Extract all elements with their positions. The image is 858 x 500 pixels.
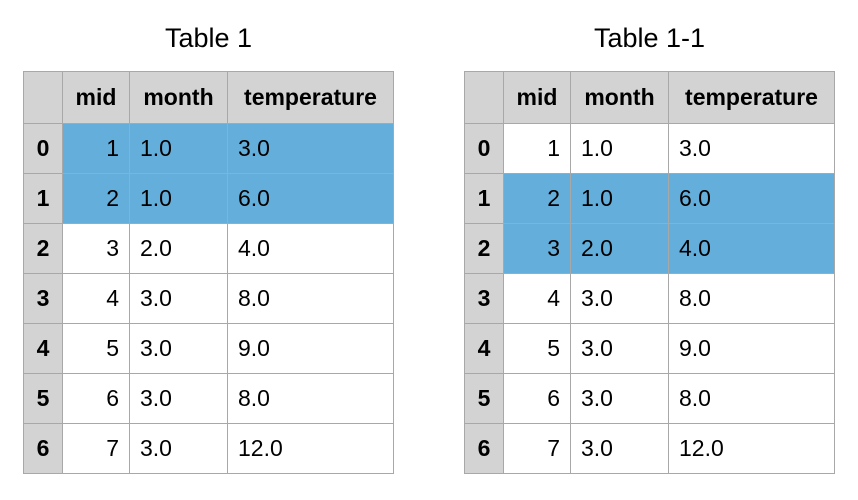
mid-cell: 2 [503, 173, 571, 224]
temperature-cell: 9.0 [668, 323, 835, 374]
table-row: 2 3 2.0 4.0 [464, 223, 835, 274]
row-index-cell: 1 [23, 173, 63, 224]
mid-cell: 7 [503, 423, 571, 474]
row-index-cell: 2 [23, 223, 63, 274]
temperature-cell: 12.0 [668, 423, 835, 474]
month-cell: 3.0 [570, 423, 669, 474]
mid-cell: 5 [62, 323, 130, 374]
mid-cell: 6 [503, 373, 571, 424]
month-cell: 1.0 [570, 123, 669, 174]
table-row: 6 7 3.0 12.0 [464, 423, 835, 474]
row-index-cell: 2 [464, 223, 504, 274]
month-cell: 2.0 [570, 223, 669, 274]
header-row: mid month temperature [23, 71, 394, 124]
month-cell: 3.0 [129, 323, 228, 374]
column-header-temperature: temperature [227, 71, 394, 124]
corner-cell [23, 71, 63, 124]
temperature-cell: 8.0 [227, 373, 394, 424]
temperature-cell: 12.0 [227, 423, 394, 474]
mid-cell: 4 [62, 273, 130, 324]
row-index-cell: 4 [23, 323, 63, 374]
table-row: 3 4 3.0 8.0 [23, 273, 394, 324]
row-index-cell: 0 [23, 123, 63, 174]
temperature-cell: 8.0 [227, 273, 394, 324]
row-index-cell: 5 [464, 373, 504, 424]
month-cell: 2.0 [129, 223, 228, 274]
mid-cell: 5 [503, 323, 571, 374]
table-row: 4 5 3.0 9.0 [464, 323, 835, 374]
row-index-cell: 0 [464, 123, 504, 174]
mid-cell: 4 [503, 273, 571, 324]
corner-cell [464, 71, 504, 124]
column-header-mid: mid [62, 71, 130, 124]
mid-cell: 3 [62, 223, 130, 274]
mid-cell: 7 [62, 423, 130, 474]
temperature-cell: 6.0 [668, 173, 835, 224]
data-table: mid month temperature 0 1 1.0 3.0 1 2 1.0 6.0 2 3… [464, 71, 835, 474]
row-index-cell: 6 [23, 423, 63, 474]
table-panel-right: Table 1-1 mid month temperature 0 1 1.0 3.0… [464, 0, 835, 500]
table-row: 6 7 3.0 12.0 [23, 423, 394, 474]
column-header-month: month [570, 71, 669, 124]
table-title: Table 1 [164, 23, 253, 53]
month-cell: 1.0 [570, 173, 669, 224]
temperature-cell: 9.0 [227, 323, 394, 374]
row-index-cell: 4 [464, 323, 504, 374]
table-row: 5 6 3.0 8.0 [464, 373, 835, 424]
table-row: 2 3 2.0 4.0 [23, 223, 394, 274]
row-index-cell: 6 [464, 423, 504, 474]
table-row: 4 5 3.0 9.0 [23, 323, 394, 374]
row-index-cell: 3 [23, 273, 63, 324]
month-cell: 3.0 [129, 273, 228, 324]
table-row: 5 6 3.0 8.0 [23, 373, 394, 424]
month-cell: 3.0 [570, 373, 669, 424]
temperature-cell: 8.0 [668, 373, 835, 424]
mid-cell: 6 [62, 373, 130, 424]
column-header-temperature: temperature [668, 71, 835, 124]
month-cell: 1.0 [129, 123, 228, 174]
table-row: 0 1 1.0 3.0 [23, 123, 394, 174]
table-row: 1 2 1.0 6.0 [464, 173, 835, 224]
table-row: 3 4 3.0 8.0 [464, 273, 835, 324]
month-cell: 3.0 [129, 423, 228, 474]
table-title: Table 1-1 [593, 23, 706, 53]
column-header-month: month [129, 71, 228, 124]
header-row: mid month temperature [464, 71, 835, 124]
temperature-cell: 4.0 [668, 223, 835, 274]
mid-cell: 1 [62, 123, 130, 174]
table-panel-left: Table 1 mid month temperature 0 1 1.0 3.0 1 2… [23, 0, 394, 500]
mid-cell: 1 [503, 123, 571, 174]
mid-cell: 3 [503, 223, 571, 274]
temperature-cell: 4.0 [227, 223, 394, 274]
temperature-cell: 3.0 [227, 123, 394, 174]
month-cell: 1.0 [129, 173, 228, 224]
mid-cell: 2 [62, 173, 130, 224]
temperature-cell: 6.0 [227, 173, 394, 224]
table-row: 0 1 1.0 3.0 [464, 123, 835, 174]
data-table: mid month temperature 0 1 1.0 3.0 1 2 1.0 6.0 2 3… [23, 71, 394, 474]
month-cell: 3.0 [570, 323, 669, 374]
row-index-cell: 5 [23, 373, 63, 424]
temperature-cell: 3.0 [668, 123, 835, 174]
column-header-mid: mid [503, 71, 571, 124]
table-row: 1 2 1.0 6.0 [23, 173, 394, 224]
temperature-cell: 8.0 [668, 273, 835, 324]
month-cell: 3.0 [129, 373, 228, 424]
month-cell: 3.0 [570, 273, 669, 324]
row-index-cell: 3 [464, 273, 504, 324]
row-index-cell: 1 [464, 173, 504, 224]
